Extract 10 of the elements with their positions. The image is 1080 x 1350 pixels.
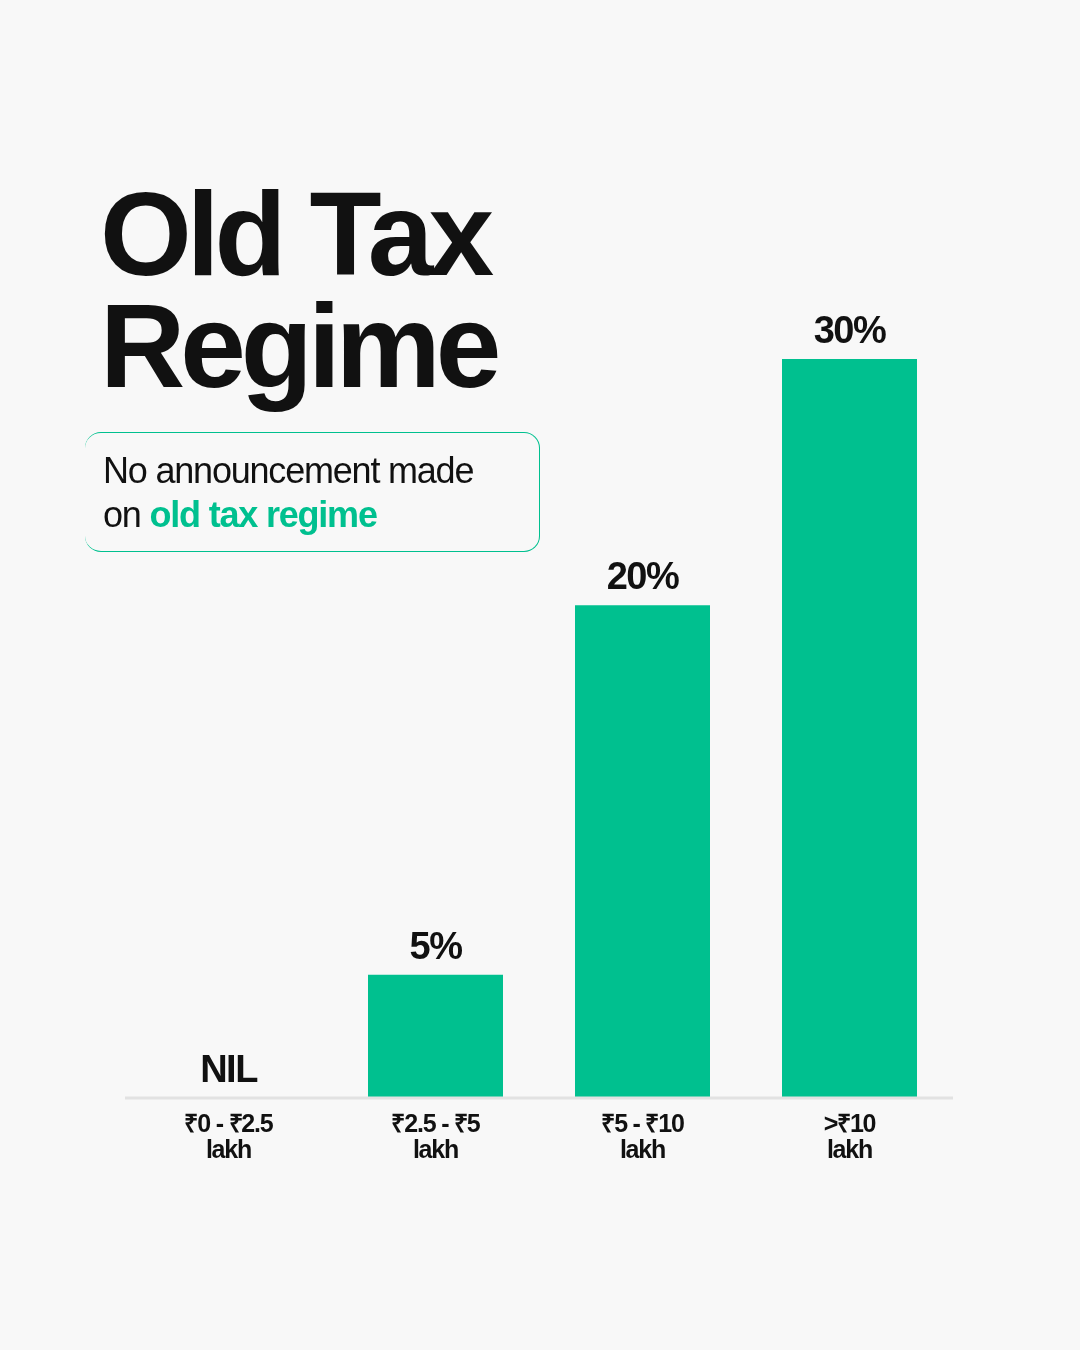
data-label: NIL — [200, 1048, 259, 1090]
x-tick-label: >₹10 lakh — [823, 1109, 876, 1163]
text: No announcement made on old tax regime — [103, 449, 475, 537]
x-tick-label: ₹2.5 - ₹5 lakh — [391, 1109, 481, 1163]
chart-title: Old Tax Regime — [100, 168, 498, 412]
x-tick-label: ₹5 - ₹10 lakh — [601, 1109, 684, 1163]
data-label: 5% — [409, 924, 463, 967]
x-tick-label: ₹0 - ₹2.5 lakh — [184, 1109, 274, 1163]
data-label: 20% — [606, 555, 679, 598]
data-label: 30% — [813, 309, 886, 351]
